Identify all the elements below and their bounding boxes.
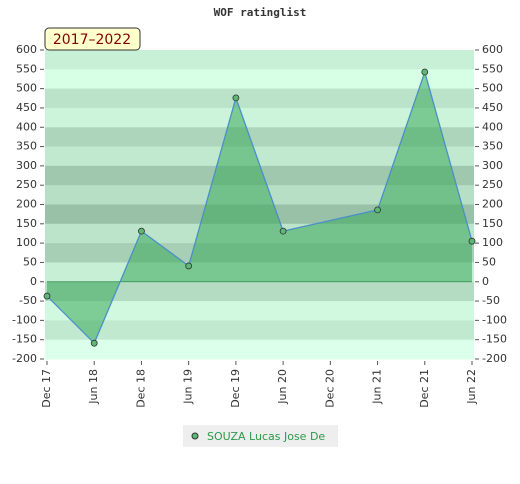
x-tick-label: Jun 21 — [371, 369, 384, 405]
y2-tick-label: 350 — [482, 140, 503, 153]
y-tick-label: 600 — [16, 43, 37, 56]
y-tick-label: 550 — [16, 62, 37, 75]
point — [468, 237, 476, 245]
point — [232, 94, 240, 102]
y-tick-label: 450 — [16, 101, 37, 114]
y-tick-label: 100 — [16, 236, 37, 249]
band — [45, 146, 474, 167]
badge: 2017–2022 — [53, 32, 131, 48]
band — [45, 339, 474, 360]
y2-tick-label: 450 — [482, 101, 503, 114]
point — [90, 339, 98, 347]
y-tick-label: 150 — [16, 217, 37, 230]
x-tick-label: Dec 18 — [134, 369, 147, 408]
band — [45, 107, 474, 128]
y-tick-label: -150 — [12, 333, 37, 346]
y-tick-label: -100 — [12, 313, 37, 326]
y2-tick-label: 600 — [482, 43, 503, 56]
y-tick-label: 0 — [30, 275, 37, 288]
x-tick-label: Dec 17 — [40, 369, 53, 408]
band — [45, 301, 474, 321]
y2-tick-label: 150 — [482, 217, 503, 230]
y-tick-label: 250 — [16, 178, 37, 191]
y2-tick-label: -200 — [482, 352, 507, 365]
legend-box — [183, 425, 338, 447]
x-tick-label: Jun 20 — [276, 369, 289, 405]
area — [47, 72, 472, 344]
band — [45, 50, 474, 70]
y-tick-label: 350 — [16, 140, 37, 153]
point — [421, 68, 429, 76]
y2-tick-label: 50 — [482, 255, 496, 268]
chart-title: WOF ratinglist — [214, 6, 307, 19]
band — [45, 320, 474, 341]
y2-tick-label: -100 — [482, 313, 507, 326]
band — [45, 69, 474, 90]
y-tick-label: 300 — [16, 159, 37, 172]
y2-tick-label: 550 — [482, 62, 503, 75]
y2-tick-label: -150 — [482, 333, 507, 346]
x-tick-label: Dec 20 — [323, 369, 336, 408]
y-tick-label: -50 — [19, 294, 37, 307]
x-tick-label: Jun 18 — [87, 369, 100, 405]
y2-tick-label: 400 — [482, 120, 503, 133]
y-tick-label: -200 — [12, 352, 37, 365]
y-tick-label: 400 — [16, 120, 37, 133]
x-tick-label: Dec 21 — [418, 369, 431, 408]
y2-tick-label: 500 — [482, 82, 503, 95]
badge-box — [44, 27, 141, 51]
y2-tick-label: 100 — [482, 236, 503, 249]
y-tick-label: 50 — [23, 255, 37, 268]
band — [45, 88, 474, 109]
point — [138, 227, 145, 235]
y2-tick-label: 250 — [482, 178, 503, 191]
point — [279, 227, 287, 235]
y-tick-label: 200 — [16, 198, 37, 211]
y2-tick-label: -50 — [482, 294, 500, 307]
y2-tick-label: 0 — [482, 275, 489, 288]
y2-tick-label: 300 — [482, 159, 503, 172]
x-tick-label: Jun 19 — [182, 369, 195, 405]
band — [45, 281, 474, 302]
x-tick-label: Jun 22 — [465, 369, 478, 405]
y-tick-label: 500 — [16, 82, 37, 95]
point — [185, 262, 193, 270]
legend-marker — [191, 432, 199, 440]
x-tick-label: Dec 19 — [229, 369, 242, 408]
band — [45, 127, 474, 148]
legend-label: SOUZA Lucas Jose De — [207, 430, 325, 443]
point — [374, 206, 381, 214]
y2-tick-label: 200 — [482, 198, 503, 211]
point — [43, 292, 51, 300]
